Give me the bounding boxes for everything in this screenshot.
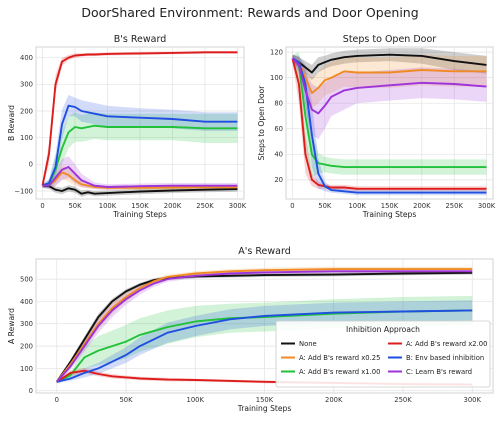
series-line <box>56 268 473 383</box>
y-tick-label: 200 <box>20 107 33 115</box>
series-line <box>42 124 238 187</box>
x-tick-label: 150K <box>256 396 274 404</box>
y-tick-label: 40 <box>274 151 283 159</box>
legend-box <box>275 320 491 388</box>
y-tick-label: 200 <box>20 343 33 351</box>
y-tick-label: 300 <box>20 320 33 328</box>
legend-title: Inhibition Approach <box>346 325 420 334</box>
series-band <box>42 112 238 189</box>
plot-title: A's Reward <box>238 246 290 257</box>
series-band <box>42 156 238 190</box>
chart-b_reward: 0 50K 100K 150K 200K 250K 300K −100 0 100 200 300 40… <box>7 34 247 219</box>
x-tick-label: 300K <box>229 202 247 210</box>
chart-steps_to_open: 0 50K 100K 150K 200K 250K 300K 20 40 60 80 100 120 St… <box>257 34 496 219</box>
series-band <box>292 52 487 178</box>
plot-title: Steps to Open Door <box>343 34 436 45</box>
legend-entry: None <box>281 340 317 348</box>
x-tick-label: 100K <box>99 202 117 210</box>
x-tick-label: 200K <box>325 396 343 404</box>
series-line <box>292 53 487 74</box>
x-tick-label: 250K <box>445 202 463 210</box>
y-tick-label: 400 <box>20 54 33 62</box>
x-tick-label: 0 <box>40 202 44 210</box>
legend-label: None <box>299 340 317 348</box>
x-tick-label: 200K <box>413 202 431 210</box>
series-group <box>41 51 238 197</box>
y-axis-label: A Reward <box>7 308 16 344</box>
x-tick-label: 150K <box>131 202 149 210</box>
series-line <box>292 57 487 94</box>
x-tick-label: 250K <box>196 202 214 210</box>
y-tick-label: 120 <box>270 49 283 57</box>
y-tick-label: 0 <box>29 161 33 169</box>
x-tick-label: 300K <box>464 396 482 404</box>
x-tick-label: 250K <box>394 396 412 404</box>
series-band <box>292 48 487 81</box>
series-band <box>292 54 487 140</box>
series-line <box>42 171 238 189</box>
series-line <box>56 271 473 383</box>
x-tick-label: 50K <box>119 396 133 404</box>
legend-entry: C: Learn B's reward <box>388 368 472 376</box>
x-tick-label: 0 <box>55 396 59 404</box>
series-line <box>292 57 487 194</box>
series-line <box>42 184 238 195</box>
x-axis-label: Training Steps <box>237 404 292 413</box>
series-band <box>292 54 487 109</box>
legend: Inhibition Approach None A: Add B's reward… <box>275 320 491 388</box>
y-tick-label: 100 <box>20 134 33 142</box>
y-tick-label: 100 <box>270 74 283 82</box>
series-line <box>56 309 473 383</box>
x-tick-label: 300K <box>478 202 496 210</box>
series-line <box>291 57 487 169</box>
figure-suptitle: DoorShared Environment: Rewards and Door… <box>81 5 418 20</box>
series-band <box>56 295 473 384</box>
y-tick-label: 500 <box>20 276 33 284</box>
x-tick-label: 200K <box>164 202 182 210</box>
legend-label: B: Env based inhibition <box>406 354 484 362</box>
y-tick-label: 0 <box>29 387 33 395</box>
series-line <box>56 270 473 383</box>
x-axis-label: Training Steps <box>112 210 167 219</box>
x-tick-label: 50K <box>318 202 332 210</box>
y-tick-label: 20 <box>274 176 283 184</box>
series-line <box>291 58 487 190</box>
legend-label: A: Add B's reward x0.25 <box>299 354 380 362</box>
legend-entry: B: Env based inhibition <box>388 354 484 362</box>
series-line <box>41 51 238 186</box>
y-tick-label: 300 <box>20 81 33 89</box>
y-tick-label: −100 <box>14 187 33 195</box>
series-group <box>291 48 487 196</box>
legend-entry: A: Add B's reward x2.00 <box>388 340 487 348</box>
series-line <box>56 309 473 383</box>
legend-label: A: Add B's reward x2.00 <box>406 340 487 348</box>
legend-label: A: Add B's reward x1.00 <box>299 368 380 376</box>
y-tick-label: 400 <box>20 298 33 306</box>
x-tick-label: 50K <box>68 202 82 210</box>
series-line <box>42 166 238 188</box>
series-band <box>42 95 238 188</box>
y-axis-label: B Reward <box>7 105 16 141</box>
y-tick-label: 80 <box>274 100 283 108</box>
y-axis-label: Steps to Open Door <box>257 85 266 161</box>
y-tick-label: 60 <box>274 125 283 133</box>
series-line <box>42 104 238 187</box>
legend-entry: A: Add B's reward x1.00 <box>281 368 380 376</box>
plot-title: B's Reward <box>114 34 166 45</box>
x-tick-label: 0 <box>290 202 294 210</box>
legend-entry: A: Add B's reward x0.25 <box>281 354 380 362</box>
x-tick-label: 100K <box>187 396 205 404</box>
series-line <box>291 57 487 115</box>
x-tick-label: 150K <box>381 202 399 210</box>
x-tick-label: 100K <box>348 202 366 210</box>
legend-label: C: Learn B's reward <box>406 368 472 376</box>
x-axis-label: Training Steps <box>362 210 417 219</box>
y-tick-label: 100 <box>20 365 33 373</box>
